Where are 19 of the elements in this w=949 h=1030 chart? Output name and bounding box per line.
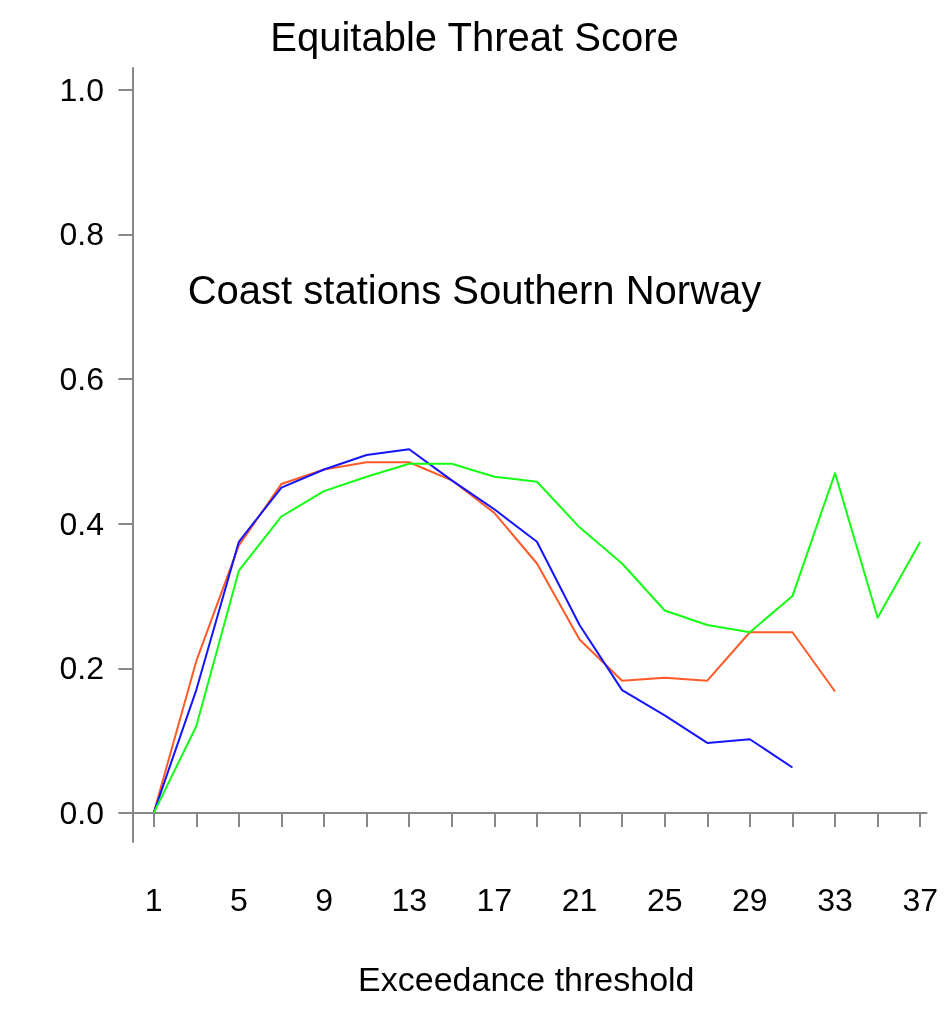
y-tick-label: 0.8 xyxy=(59,216,104,253)
x-tick-label: 13 xyxy=(391,882,427,918)
x-tick-label: 5 xyxy=(229,882,248,918)
x-tick-label: 33 xyxy=(817,882,853,918)
y-tick-label: 0.4 xyxy=(59,505,104,542)
x-tick-label: 21 xyxy=(561,882,598,918)
x-tick-label: 29 xyxy=(732,882,768,918)
x-tick-label: 9 xyxy=(315,882,333,918)
x-tick-label: 25 xyxy=(646,882,683,918)
y-tick-label: 0.6 xyxy=(59,361,104,398)
y-tick-label: 0.0 xyxy=(59,795,104,832)
x-axis-title: Exceedance threshold xyxy=(358,960,695,998)
y-tick-label: 0.2 xyxy=(59,650,104,687)
x-tick-label: 1 xyxy=(144,882,163,918)
x-tick-label: 37 xyxy=(902,882,938,918)
annotation: Coast stations Southern Norway xyxy=(187,268,762,312)
chart-title: Equitable Threat Score xyxy=(270,15,679,59)
y-tick-label: 1.0 xyxy=(59,71,104,108)
x-tick-label: 17 xyxy=(476,882,513,918)
